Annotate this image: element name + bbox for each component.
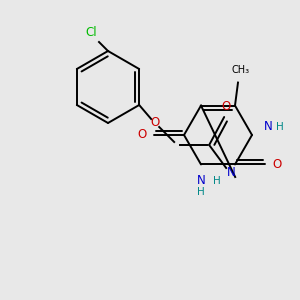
Text: N: N	[227, 167, 236, 179]
Text: O: O	[137, 128, 147, 142]
Text: O: O	[151, 116, 160, 130]
Text: H: H	[213, 176, 221, 186]
Text: H: H	[276, 122, 284, 132]
Text: CH₃: CH₃	[232, 64, 250, 75]
Text: Cl: Cl	[85, 26, 97, 38]
Text: O: O	[272, 158, 282, 171]
Text: H: H	[197, 188, 205, 197]
Text: N: N	[196, 174, 206, 187]
Text: N: N	[264, 121, 272, 134]
Text: O: O	[222, 100, 231, 113]
